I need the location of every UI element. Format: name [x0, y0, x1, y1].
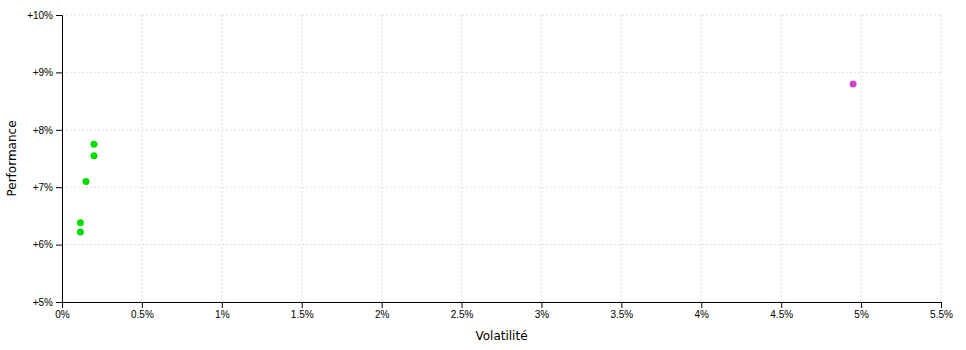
y-tick-mark	[56, 130, 62, 131]
plot-area: 0%0.5%1%1.5%2%2.5%3%3.5%4%4.5%5%5.5%+5%+…	[27, 10, 953, 320]
x-axis-title: Volatilité	[475, 329, 527, 343]
x-tick-label: 3%	[535, 309, 550, 320]
series	[850, 80, 857, 87]
point	[77, 228, 84, 235]
x-tick-mark	[861, 302, 862, 308]
x-tick-label: 5%	[854, 309, 869, 320]
x-tick: 0.5%	[131, 302, 154, 320]
point	[90, 141, 97, 148]
x-tick-label: 4.5%	[770, 309, 793, 320]
series	[77, 141, 98, 236]
x-grid-line	[861, 15, 862, 302]
x-grid-line	[461, 15, 462, 302]
grid	[62, 15, 941, 302]
y-tick: +5%	[33, 297, 62, 308]
x-tick-label: 5.5%	[930, 309, 953, 320]
x-grid-line	[301, 15, 302, 302]
x-grid-line	[221, 15, 222, 302]
y-grid-line	[62, 15, 941, 16]
x-tick-label: 2.5%	[451, 309, 474, 320]
x-tick-mark	[382, 302, 383, 308]
point	[82, 178, 89, 185]
y-tick-label: +5%	[33, 297, 53, 308]
x-tick: 5%	[854, 302, 869, 320]
y-tick: +8%	[33, 125, 62, 136]
y-grid-line	[62, 187, 941, 188]
y-tick-mark	[56, 245, 62, 246]
y-grid-line	[62, 72, 941, 73]
x-tick-label: 2%	[375, 309, 390, 320]
y-tick-label: +6%	[33, 239, 53, 250]
chart: 0%0.5%1%1.5%2%2.5%3%3.5%4%4.5%5%5.5%+5%+…	[0, 0, 966, 350]
x-axis-line	[63, 303, 942, 309]
x-grid-line	[701, 15, 702, 302]
x-tick: 1.5%	[291, 302, 314, 320]
x-tick: 5.5%	[930, 302, 953, 320]
y-tick: +6%	[33, 239, 62, 250]
x-tick: 4.5%	[770, 302, 793, 320]
y-tick-label: +9%	[33, 67, 53, 78]
x-tick-label: 0%	[55, 309, 70, 320]
y-axis-title: Performance	[5, 120, 19, 196]
x-tick-mark	[701, 302, 702, 308]
x-grid-line	[941, 15, 942, 302]
x-tick-label: 3.5%	[610, 309, 633, 320]
x-tick-mark	[541, 302, 542, 308]
marks	[77, 80, 857, 235]
x-tick: 3.5%	[610, 302, 633, 320]
x-tick-mark	[142, 302, 143, 308]
y-tick-label: +7%	[33, 182, 53, 193]
x-tick-mark	[462, 302, 463, 308]
x-tick-mark	[621, 302, 622, 308]
x-grid-line	[781, 15, 782, 302]
y-tick-mark	[56, 15, 62, 16]
x-grid-line	[621, 15, 622, 302]
y-tick-mark	[56, 72, 62, 73]
x-tick: 1%	[215, 302, 230, 320]
y-grid-line	[62, 129, 941, 130]
x-tick-mark	[941, 302, 942, 308]
x-tick: 2%	[375, 302, 390, 320]
y-axis: +5% +6% +7% +8% +9% +10%	[27, 10, 62, 308]
x-tick-label: 4%	[695, 309, 710, 320]
x-tick: 4%	[695, 302, 710, 320]
x-grid-line	[381, 15, 382, 302]
y-tick-label: +10%	[27, 10, 53, 21]
y-tick: +10%	[27, 10, 62, 21]
y-grid-line	[62, 244, 941, 245]
point	[77, 219, 84, 226]
x-tick-label: 1%	[215, 309, 230, 320]
x-tick-mark	[781, 302, 782, 308]
x-tick: 0%	[55, 302, 70, 320]
point	[850, 80, 857, 87]
x-tick-label: 1.5%	[291, 309, 314, 320]
y-tick-label: +8%	[33, 125, 53, 136]
x-tick-mark	[222, 302, 223, 308]
point	[90, 152, 97, 159]
y-axis-line	[56, 16, 63, 303]
y-tick-mark	[56, 187, 62, 188]
x-tick: 2.5%	[451, 302, 474, 320]
x-grid-line	[541, 15, 542, 302]
y-tick-mark	[56, 302, 62, 303]
x-axis: 0% 0.5% 1% 1.5% 2% 2.5% 3% 3.5% 4% 4.5% 5% 5.5%	[55, 302, 953, 320]
x-grid-line	[141, 15, 142, 302]
x-tick-mark	[302, 302, 303, 308]
x-tick: 3%	[535, 302, 550, 320]
x-tick-label: 0.5%	[131, 309, 154, 320]
y-tick: +9%	[33, 67, 62, 78]
y-tick: +7%	[33, 182, 62, 193]
